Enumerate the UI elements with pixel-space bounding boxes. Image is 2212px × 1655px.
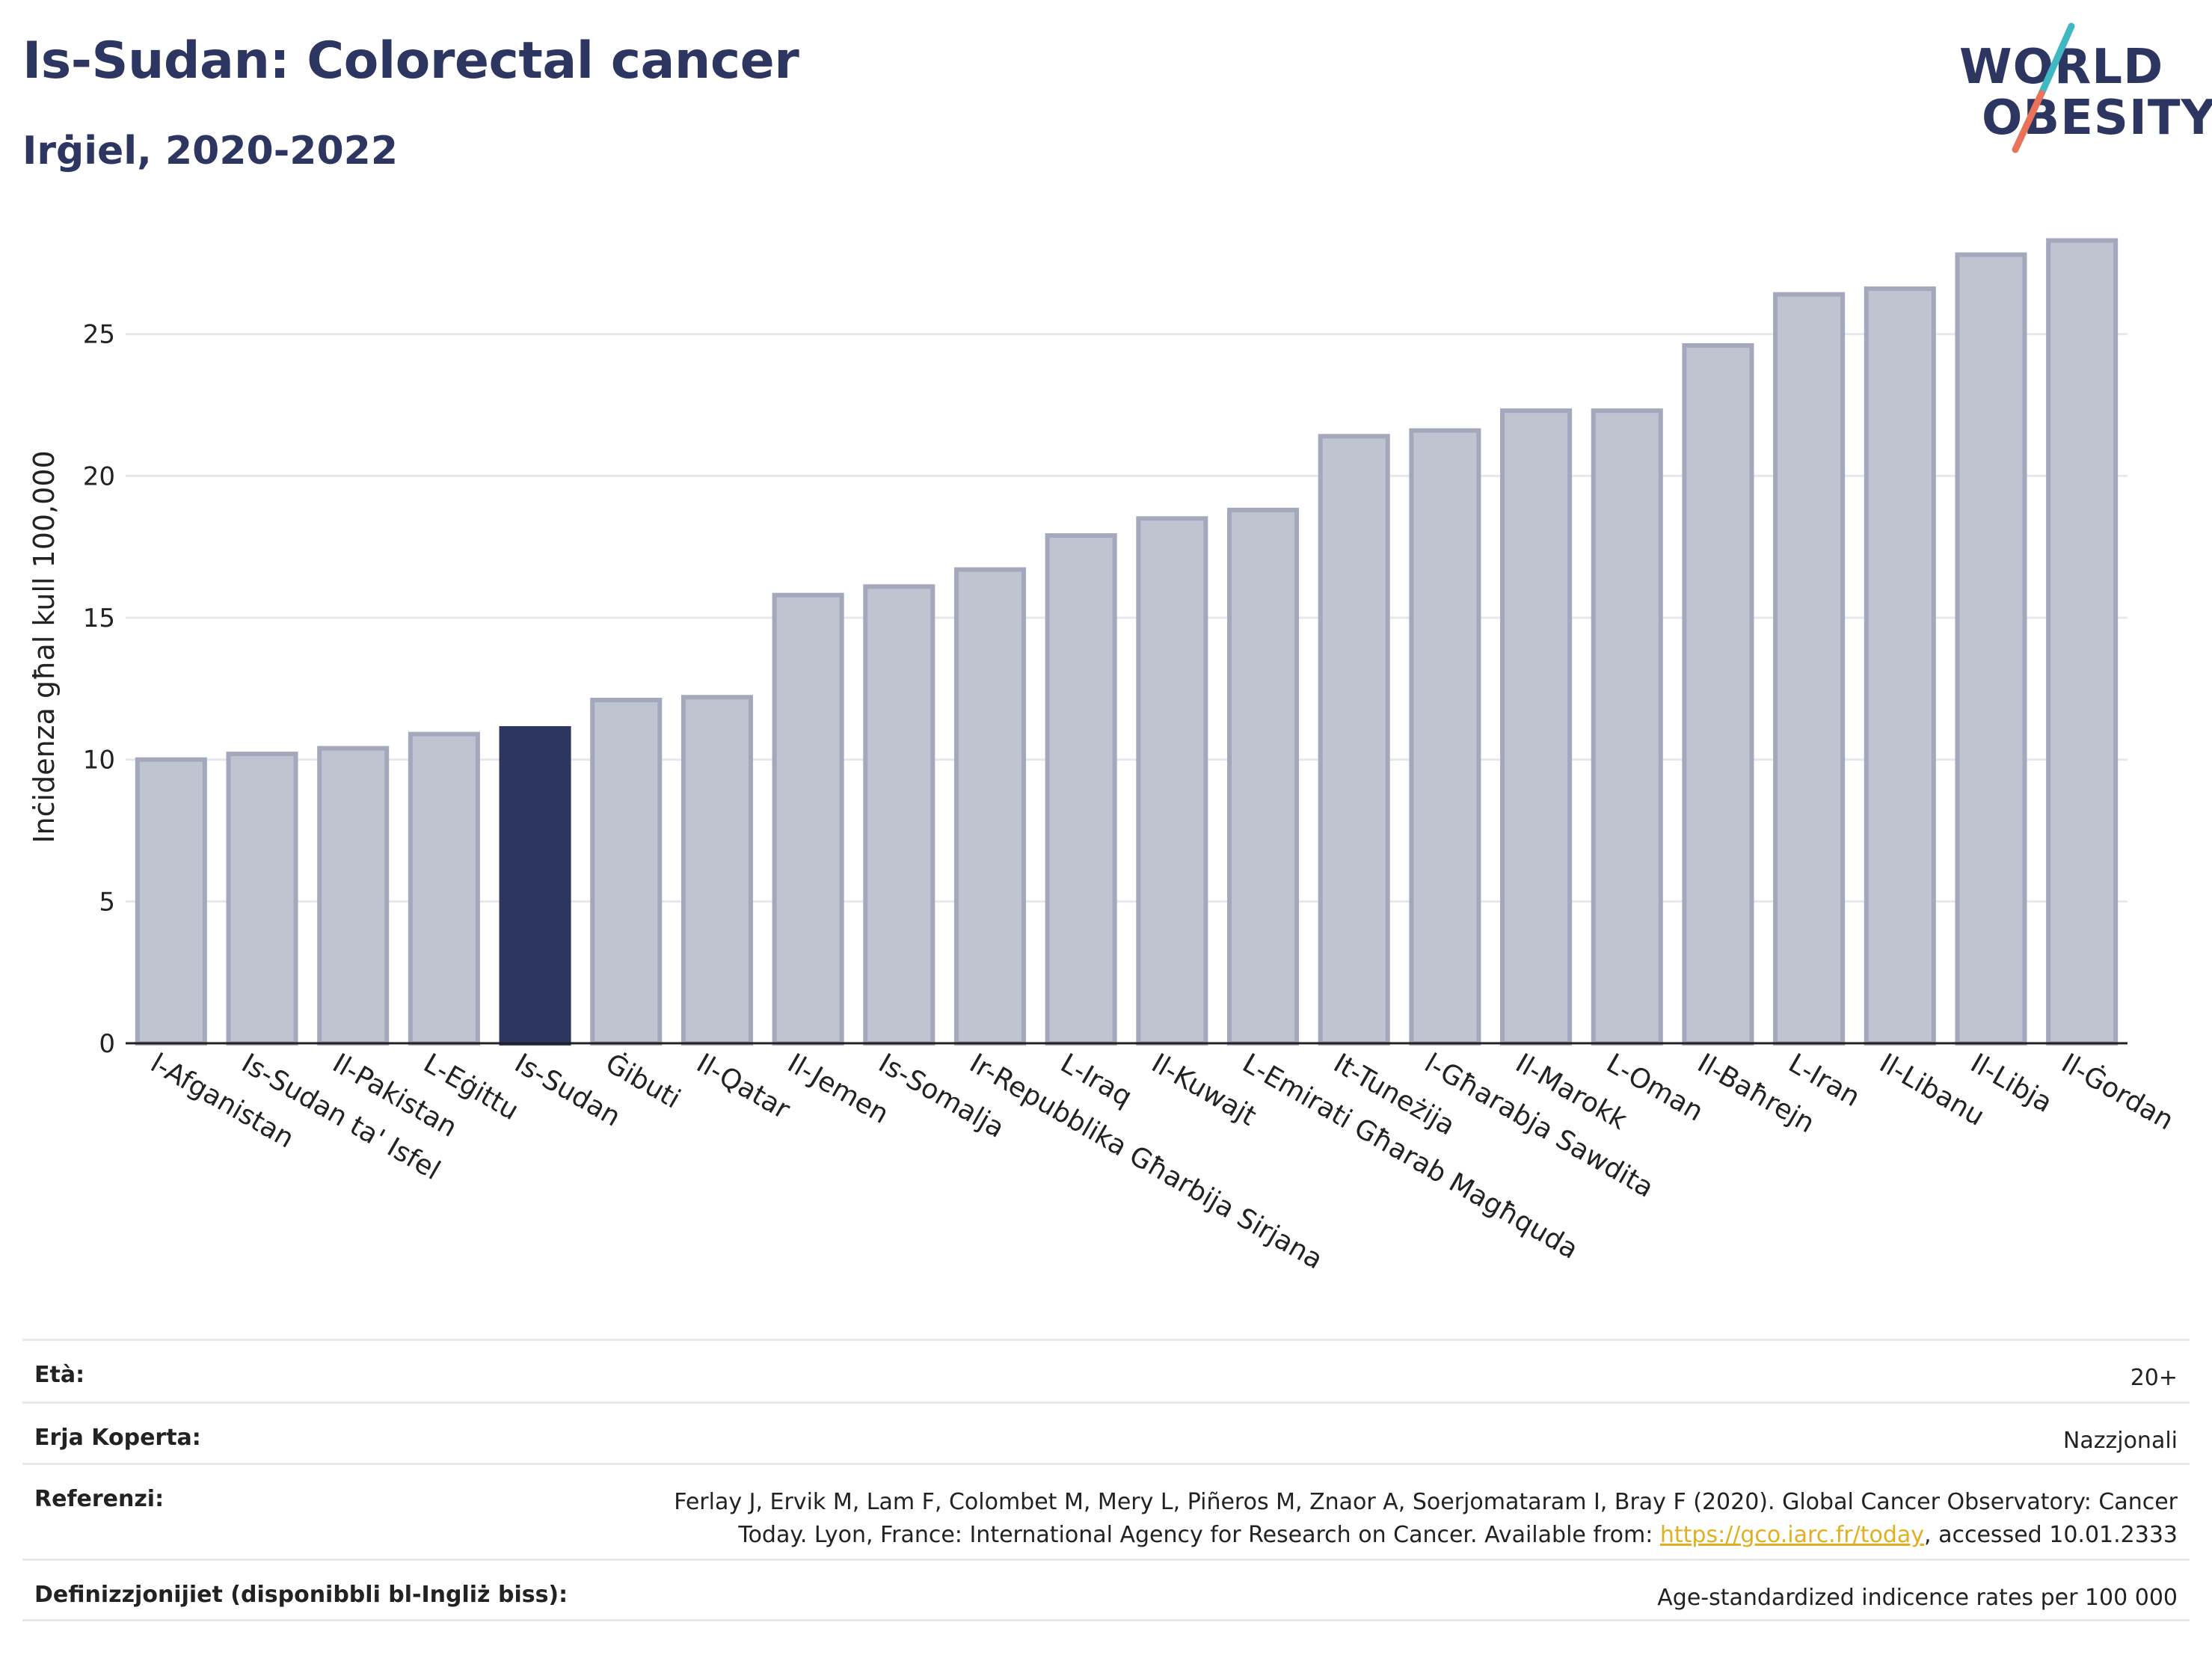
bar: [1591, 408, 1663, 1045]
category-label: Il-Kuwajt: [1146, 1048, 1262, 1132]
bar: [1500, 408, 1573, 1045]
bar: [2046, 238, 2119, 1045]
logo-slash-icon: [2012, 22, 2075, 153]
bar: [499, 725, 571, 1045]
bar: [1409, 428, 1481, 1045]
bar: [590, 698, 663, 1045]
info-value-definitions: Age-standardized indicence rates per 100…: [1657, 1585, 2178, 1611]
info-value-area: Nazzjonali: [2062, 1428, 2178, 1454]
y-tick-label: 0: [99, 1029, 115, 1059]
info-key-age: Età:: [34, 1362, 85, 1388]
bar: [1773, 292, 1846, 1046]
bar: [1045, 533, 1117, 1045]
y-tick-label: 15: [83, 604, 115, 633]
bar: [408, 731, 480, 1045]
info-row-area: Erja Koperta: Nazzjonali: [22, 1401, 2190, 1463]
category-label: Il-Ġordan: [2056, 1047, 2179, 1136]
info-row-references: Referenzi: Ferlay J, Ervik M, Lam F, Col…: [22, 1463, 2190, 1559]
reference-line-2-end: , accessed 10.01.2333: [1924, 1521, 2178, 1548]
category-label: Il-Qatar: [691, 1048, 795, 1126]
info-value-references: Ferlay J, Ervik M, Lam F, Colombet M, Me…: [674, 1486, 2178, 1551]
info-key-definitions: Definizzjonijiet (disponibbli bl-Ingliż …: [34, 1582, 568, 1608]
y-tick-label: 5: [99, 887, 115, 917]
y-tick-label: 20: [83, 461, 115, 491]
y-tick-label: 25: [83, 320, 115, 350]
y-tick-label: 10: [83, 746, 115, 776]
reference-line-2-start: Today. Lyon, France: International Agenc…: [738, 1521, 1660, 1548]
bar: [135, 757, 207, 1045]
bar: [1136, 516, 1208, 1045]
reference-line-1: Ferlay J, Ervik M, Lam F, Colombet M, Me…: [674, 1489, 2178, 1515]
y-axis-label: Inċidenza għal kull 100,000: [28, 450, 61, 843]
bar: [772, 592, 844, 1045]
bar: [953, 567, 1026, 1045]
bar: [317, 746, 390, 1045]
reference-link[interactable]: https://gco.iarc.fr/today: [1659, 1521, 1925, 1548]
bar: [863, 584, 936, 1045]
axes: 0 5 10 15 20 25: [83, 320, 2127, 1059]
world-obesity-logo: WORLD OBESITY: [1944, 22, 2212, 157]
bar: [226, 752, 298, 1045]
info-table: Età: 20+ Erja Koperta: Nazzjonali Refere…: [22, 1339, 2190, 1621]
category-label: Il-Jemen: [782, 1048, 894, 1130]
page-title: Is-Sudan: Colorectal cancer: [22, 31, 799, 90]
info-value-age: 20+: [2130, 1365, 2178, 1391]
bar: [1227, 507, 1300, 1045]
info-row-definitions: Definizzjonijiet (disponibbli bl-Ingliż …: [22, 1559, 2190, 1621]
bar: [1864, 286, 1936, 1045]
bar: [681, 695, 753, 1045]
bar: [1682, 343, 1754, 1045]
bars: [135, 238, 2119, 1046]
page-subtitle: Irġiel, 2020-2022: [22, 129, 399, 174]
bar: [1318, 434, 1390, 1045]
info-row-age: Età: 20+: [22, 1339, 2190, 1401]
bar: [1955, 252, 2027, 1046]
category-label: Il-Libanu: [1874, 1048, 1989, 1132]
info-key-area: Erja Koperta:: [34, 1425, 201, 1451]
info-key-references: Referenzi:: [34, 1486, 165, 1512]
